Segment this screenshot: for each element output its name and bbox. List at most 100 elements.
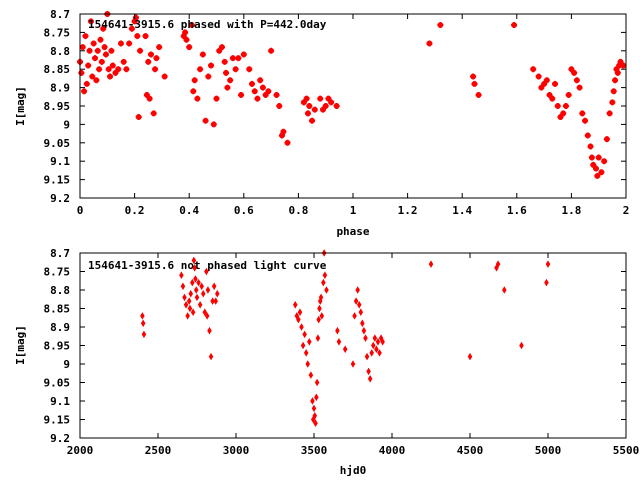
unphased-x-axis-ticks: 2000 2500 3000 3500 4000 4500 5000 5500 <box>67 253 640 457</box>
data-point <box>187 304 193 313</box>
data-point <box>303 349 309 357</box>
data-point <box>180 33 187 40</box>
data-point <box>188 289 194 298</box>
data-point <box>588 154 595 161</box>
data-point <box>545 260 551 268</box>
y-tick-label: 9.15 <box>44 414 71 427</box>
data-point <box>302 330 307 339</box>
data-point <box>142 33 149 40</box>
data-point <box>273 91 280 98</box>
y-tick-label: 8.95 <box>44 340 71 353</box>
data-point <box>594 172 601 179</box>
data-point <box>300 341 306 350</box>
data-point <box>322 271 328 279</box>
phased-x-axis-label: phase <box>336 225 369 238</box>
data-point <box>83 80 90 87</box>
data-point <box>353 297 359 305</box>
data-point <box>502 286 507 294</box>
data-point <box>309 117 316 124</box>
data-point <box>147 51 154 58</box>
data-point <box>511 22 518 29</box>
data-point <box>193 275 198 283</box>
x-tick-label: 1.2 <box>398 204 418 217</box>
data-point <box>314 378 320 387</box>
data-point <box>568 66 575 73</box>
x-tick-label: 3500 <box>301 444 328 457</box>
data-point <box>100 25 107 32</box>
phased-y-axis-ticks: 8.7 8.75 8.8 8.85 8.9 8.95 9 9.05 9.1 9.15 9.2 <box>44 8 626 205</box>
data-point <box>297 308 303 316</box>
data-point <box>85 62 92 69</box>
data-point <box>197 66 204 73</box>
y-tick-label: 8.8 <box>50 284 70 297</box>
data-point <box>78 69 85 76</box>
data-point <box>377 349 382 357</box>
data-point <box>205 73 212 80</box>
data-point <box>372 334 378 342</box>
x-tick-label: 1 <box>350 204 357 217</box>
data-point <box>606 110 613 117</box>
data-point <box>470 73 477 80</box>
data-point <box>199 51 206 58</box>
x-tick-label: 0.2 <box>125 204 145 217</box>
data-point <box>210 297 215 305</box>
y-tick-label: 9.1 <box>50 155 70 168</box>
data-point <box>321 278 326 287</box>
x-tick-label: 4500 <box>457 444 484 457</box>
data-point <box>207 326 212 335</box>
data-point <box>153 55 160 62</box>
data-point <box>317 304 322 313</box>
data-point <box>335 326 340 335</box>
data-point <box>190 308 196 316</box>
y-tick-label: 8.9 <box>50 82 70 95</box>
data-point <box>616 62 623 69</box>
data-point <box>590 161 597 168</box>
data-point <box>208 62 215 69</box>
unphased-plot: 2000 2500 3000 3500 4000 4500 5000 5500 8.7 8.75… <box>14 247 639 477</box>
data-point <box>146 95 153 102</box>
data-point <box>544 278 549 287</box>
data-point <box>143 91 150 98</box>
y-tick-label: 9 <box>63 118 70 131</box>
data-point <box>193 286 199 294</box>
x-tick-label: 5000 <box>535 444 562 457</box>
data-point <box>380 338 385 346</box>
y-tick-label: 8.8 <box>50 45 70 58</box>
y-tick-label: 9.2 <box>50 432 70 445</box>
data-point <box>342 345 348 353</box>
data-point <box>617 58 624 65</box>
data-point <box>428 260 434 268</box>
data-point <box>109 62 116 69</box>
data-point <box>318 293 324 302</box>
data-point <box>196 278 201 287</box>
phased-y-axis-label: I[mag] <box>14 86 27 126</box>
x-tick-label: 5500 <box>613 444 640 457</box>
y-tick-label: 9.05 <box>44 137 71 150</box>
x-tick-label: 0.6 <box>234 204 254 217</box>
data-point <box>369 349 374 357</box>
data-point <box>333 103 340 109</box>
data-point <box>554 103 561 109</box>
data-point <box>371 341 376 350</box>
data-point <box>257 77 264 84</box>
data-point <box>609 99 616 106</box>
data-point <box>254 95 261 102</box>
phased-plot-frame <box>79 13 627 199</box>
data-point <box>229 55 236 62</box>
data-point <box>305 360 311 368</box>
data-point <box>210 121 217 128</box>
data-point <box>246 66 253 73</box>
unphased-plot-frame <box>79 252 627 439</box>
data-point <box>204 267 209 276</box>
data-point <box>620 62 627 69</box>
data-point <box>541 80 548 87</box>
data-point <box>437 22 444 29</box>
y-tick-label: 8.95 <box>44 100 71 113</box>
data-point <box>313 419 318 427</box>
data-point <box>200 289 206 298</box>
data-point <box>350 360 356 368</box>
data-point <box>86 47 93 54</box>
data-point <box>262 91 269 98</box>
y-tick-label: 9.2 <box>50 192 70 205</box>
data-point <box>300 99 307 106</box>
